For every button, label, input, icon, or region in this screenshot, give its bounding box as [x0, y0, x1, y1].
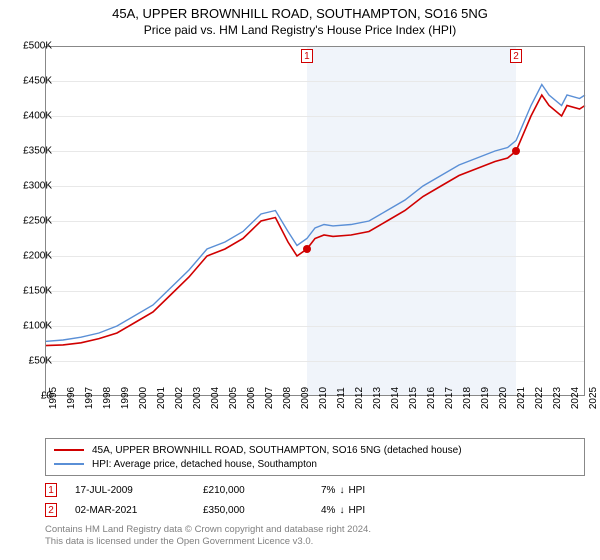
y-axis-label: £150K: [23, 286, 52, 297]
sale-diff: 4% ↓ HPI: [321, 505, 365, 516]
sale-marker-dot: [512, 147, 520, 155]
sale-marker-box: 1: [301, 49, 313, 63]
y-axis-label: £100K: [23, 321, 52, 332]
x-axis-label: 2025: [588, 387, 599, 409]
x-axis-label: 2024: [570, 387, 581, 409]
x-axis-label: 1998: [102, 387, 113, 409]
sale-marker-box: 2: [510, 49, 522, 63]
y-axis-label: £450K: [23, 76, 52, 87]
x-axis-label: 1999: [120, 387, 131, 409]
sale-price: £210,000: [203, 485, 303, 496]
series-line-property: [45, 95, 585, 346]
sale-date: 02-MAR-2021: [75, 505, 185, 516]
x-axis-label: 2007: [264, 387, 275, 409]
y-axis-label: £200K: [23, 251, 52, 262]
x-axis-label: 2002: [174, 387, 185, 409]
attribution-line: Contains HM Land Registry data © Crown c…: [45, 524, 585, 536]
x-axis-label: 2006: [246, 387, 257, 409]
sale-diff-pct: 4%: [321, 505, 335, 516]
x-axis-label: 2005: [228, 387, 239, 409]
sale-diff-pct: 7%: [321, 485, 335, 496]
sale-row: 1 17-JUL-2009 £210,000 7% ↓ HPI: [45, 480, 585, 500]
y-axis-label: £50K: [29, 356, 52, 367]
chart-container: 45A, UPPER BROWNHILL ROAD, SOUTHAMPTON, …: [0, 0, 600, 560]
sale-marker-icon: 1: [45, 483, 57, 497]
legend-label: HPI: Average price, detached house, Sout…: [92, 459, 317, 470]
chart-subtitle: Price paid vs. HM Land Registry's House …: [0, 23, 600, 37]
title-block: 45A, UPPER BROWNHILL ROAD, SOUTHAMPTON, …: [0, 0, 600, 37]
down-arrow-icon: ↓: [339, 505, 344, 516]
x-axis-label: 2011: [336, 387, 347, 409]
x-axis-label: 2013: [372, 387, 383, 409]
x-axis-label: 2020: [498, 387, 509, 409]
x-axis-label: 1995: [48, 387, 59, 409]
x-axis-label: 2022: [534, 387, 545, 409]
sale-marker-icon: 2: [45, 503, 57, 517]
y-axis-label: £300K: [23, 181, 52, 192]
y-axis-label: £400K: [23, 111, 52, 122]
chart-svg: [45, 46, 585, 396]
x-axis-label: 2017: [444, 387, 455, 409]
attribution-line: This data is licensed under the Open Gov…: [45, 536, 585, 548]
x-axis-label: 2016: [426, 387, 437, 409]
plot-area: 12: [45, 46, 585, 396]
x-axis-label: 2003: [192, 387, 203, 409]
x-axis-label: 2010: [318, 387, 329, 409]
y-axis-label: £500K: [23, 41, 52, 52]
sales-table: 1 17-JUL-2009 £210,000 7% ↓ HPI 2 02-MAR…: [45, 480, 585, 520]
legend-item: 45A, UPPER BROWNHILL ROAD, SOUTHAMPTON, …: [54, 443, 576, 457]
y-axis-label: £350K: [23, 146, 52, 157]
legend-swatch: [54, 463, 84, 465]
x-axis-label: 2008: [282, 387, 293, 409]
x-axis-label: 2023: [552, 387, 563, 409]
legend: 45A, UPPER BROWNHILL ROAD, SOUTHAMPTON, …: [45, 438, 585, 476]
x-axis-label: 2018: [462, 387, 473, 409]
x-axis-label: 2004: [210, 387, 221, 409]
legend-label: 45A, UPPER BROWNHILL ROAD, SOUTHAMPTON, …: [92, 445, 462, 456]
sale-diff-ref: HPI: [348, 505, 365, 516]
x-axis-label: 2015: [408, 387, 419, 409]
sale-marker-dot: [303, 245, 311, 253]
x-axis-label: 1997: [84, 387, 95, 409]
chart-title: 45A, UPPER BROWNHILL ROAD, SOUTHAMPTON, …: [0, 6, 600, 21]
sale-row: 2 02-MAR-2021 £350,000 4% ↓ HPI: [45, 500, 585, 520]
x-axis-label: 1996: [66, 387, 77, 409]
x-axis-label: 2009: [300, 387, 311, 409]
x-axis-label: 2021: [516, 387, 527, 409]
sale-price: £350,000: [203, 505, 303, 516]
legend-item: HPI: Average price, detached house, Sout…: [54, 457, 576, 471]
x-axis-label: 2019: [480, 387, 491, 409]
x-axis-label: 2001: [156, 387, 167, 409]
x-axis-label: 2000: [138, 387, 149, 409]
attribution: Contains HM Land Registry data © Crown c…: [45, 524, 585, 548]
legend-swatch: [54, 449, 84, 451]
down-arrow-icon: ↓: [339, 485, 344, 496]
sale-diff-ref: HPI: [348, 485, 365, 496]
y-axis-label: £250K: [23, 216, 52, 227]
x-axis-label: 2014: [390, 387, 401, 409]
sale-date: 17-JUL-2009: [75, 485, 185, 496]
sale-diff: 7% ↓ HPI: [321, 485, 365, 496]
series-line-hpi: [45, 85, 585, 342]
x-axis-label: 2012: [354, 387, 365, 409]
